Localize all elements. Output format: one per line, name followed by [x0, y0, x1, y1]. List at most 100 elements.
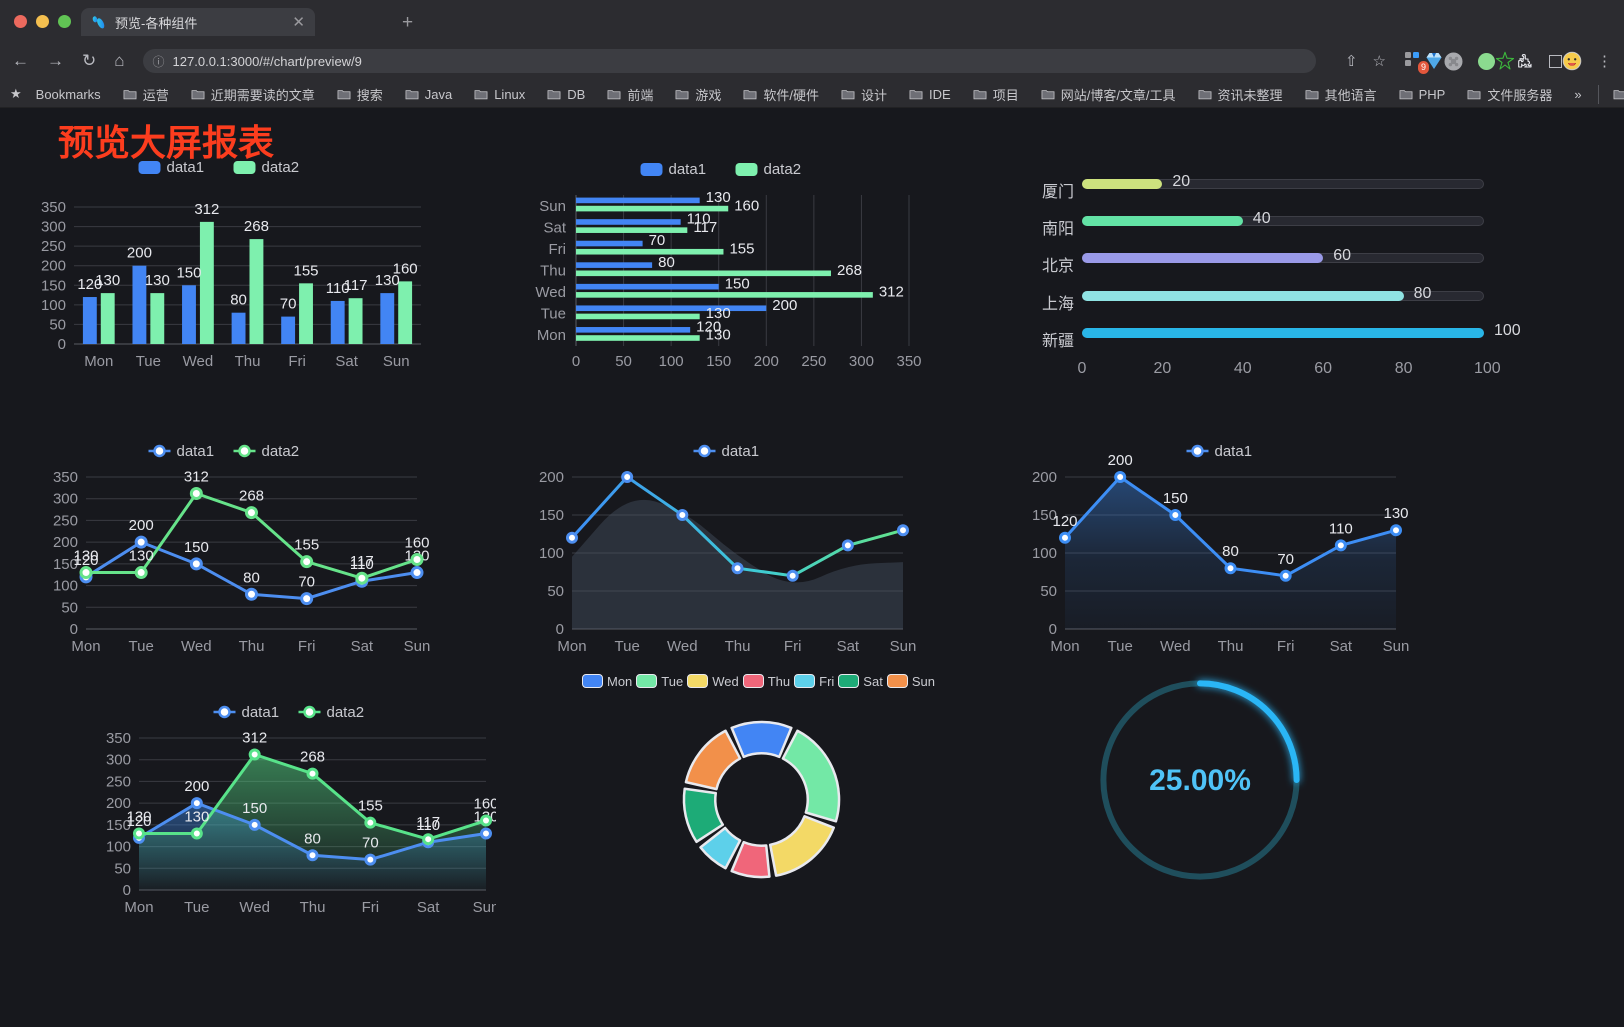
svg-text:Mon: Mon — [1050, 638, 1079, 655]
svg-text:Fri: Fri — [1277, 638, 1295, 655]
svg-text:155: 155 — [358, 798, 383, 815]
svg-text:160: 160 — [393, 260, 418, 277]
svg-text:Sat: Sat — [837, 638, 860, 655]
svg-text:Wed: Wed — [667, 638, 698, 655]
svg-text:Thu: Thu — [540, 263, 566, 280]
svg-text:250: 250 — [41, 238, 66, 255]
svg-text:160: 160 — [404, 535, 429, 552]
svg-text:Sun: Sun — [1383, 638, 1410, 655]
svg-text:Tue: Tue — [184, 899, 209, 916]
svg-text:50: 50 — [61, 599, 78, 616]
svg-text:200: 200 — [127, 245, 152, 262]
svg-text:Wed: Wed — [239, 899, 270, 916]
svg-text:100: 100 — [41, 297, 66, 314]
svg-text:117: 117 — [344, 277, 368, 294]
svg-text:25.00%: 25.00% — [1149, 764, 1251, 797]
svg-text:110: 110 — [1329, 520, 1353, 537]
svg-text:268: 268 — [300, 749, 325, 766]
svg-text:155: 155 — [294, 537, 319, 554]
svg-text:Fri: Fri — [784, 638, 802, 655]
svg-text:120: 120 — [1052, 513, 1077, 530]
svg-text:Mon: Mon — [84, 353, 113, 370]
svg-text:130: 130 — [129, 548, 154, 565]
svg-text:70: 70 — [1277, 551, 1294, 568]
svg-text:Thu: Thu — [300, 899, 326, 916]
svg-text:130: 130 — [145, 272, 170, 289]
svg-text:Sun: Sun — [539, 198, 566, 215]
svg-text:130: 130 — [706, 189, 731, 206]
svg-text:117: 117 — [416, 814, 440, 831]
svg-text:Sun: Sun — [383, 353, 410, 370]
svg-text:300: 300 — [849, 353, 874, 370]
svg-text:Mon: Mon — [537, 327, 566, 344]
svg-text:100: 100 — [659, 353, 684, 370]
svg-text:268: 268 — [837, 262, 862, 279]
svg-text:Fri: Fri — [362, 899, 380, 916]
svg-text:268: 268 — [239, 488, 264, 505]
svg-text:130: 130 — [95, 272, 120, 289]
svg-text:70: 70 — [280, 296, 297, 313]
svg-text:200: 200 — [1032, 469, 1057, 486]
svg-text:Sat: Sat — [335, 353, 358, 370]
svg-text:200: 200 — [1108, 452, 1133, 469]
svg-text:Thu: Thu — [235, 353, 261, 370]
svg-text:Sat: Sat — [417, 899, 440, 916]
svg-text:312: 312 — [194, 201, 219, 218]
svg-text:data1: data1 — [242, 704, 280, 721]
svg-text:data1: data1 — [1215, 443, 1253, 460]
svg-text:70: 70 — [649, 232, 666, 249]
svg-text:155: 155 — [293, 262, 318, 279]
svg-text:Mon: Mon — [557, 638, 586, 655]
svg-text:70: 70 — [362, 835, 379, 852]
svg-text:100: 100 — [106, 839, 131, 856]
svg-text:Mon: Mon — [124, 899, 153, 916]
svg-text:Tue: Tue — [615, 638, 640, 655]
svg-text:350: 350 — [53, 469, 78, 486]
svg-text:80: 80 — [658, 254, 675, 271]
svg-text:300: 300 — [53, 491, 78, 508]
svg-text:150: 150 — [1163, 490, 1188, 507]
svg-text:Wed: Wed — [183, 353, 214, 370]
svg-text:80: 80 — [243, 569, 260, 586]
svg-text:Tue: Tue — [541, 306, 566, 323]
svg-text:312: 312 — [242, 730, 267, 747]
svg-text:Tue: Tue — [1108, 638, 1133, 655]
svg-text:100: 100 — [1032, 545, 1057, 562]
svg-text:200: 200 — [41, 258, 66, 275]
svg-text:0: 0 — [58, 336, 66, 353]
svg-text:250: 250 — [106, 773, 131, 790]
svg-text:150: 150 — [539, 507, 564, 524]
svg-text:300: 300 — [41, 219, 66, 236]
svg-text:200: 200 — [539, 469, 564, 486]
svg-text:100: 100 — [539, 545, 564, 562]
svg-text:Tue: Tue — [136, 353, 161, 370]
svg-text:data2: data2 — [327, 704, 365, 721]
svg-text:Thu: Thu — [239, 638, 265, 655]
svg-text:Fri: Fri — [298, 638, 316, 655]
svg-text:Thu: Thu — [1218, 638, 1244, 655]
svg-text:0: 0 — [1049, 621, 1057, 638]
svg-text:0: 0 — [572, 353, 580, 370]
svg-text:160: 160 — [473, 796, 496, 813]
svg-text:300: 300 — [106, 752, 131, 769]
svg-text:50: 50 — [114, 860, 131, 877]
svg-text:Wed: Wed — [181, 638, 212, 655]
svg-text:0: 0 — [556, 621, 564, 638]
svg-text:100: 100 — [53, 578, 78, 595]
svg-text:150: 150 — [725, 275, 750, 292]
svg-text:Sat: Sat — [351, 638, 374, 655]
svg-text:155: 155 — [729, 240, 754, 257]
svg-text:Mon: Mon — [71, 638, 100, 655]
svg-text:data2: data2 — [764, 161, 802, 178]
svg-text:350: 350 — [106, 730, 131, 747]
svg-text:250: 250 — [801, 353, 826, 370]
svg-text:312: 312 — [879, 284, 904, 301]
svg-text:50: 50 — [1040, 583, 1057, 600]
svg-text:Tue: Tue — [129, 638, 154, 655]
svg-text:130: 130 — [126, 809, 151, 826]
svg-text:117: 117 — [693, 219, 717, 236]
svg-text:Sat: Sat — [543, 219, 566, 236]
svg-text:50: 50 — [547, 583, 564, 600]
svg-text:200: 200 — [772, 297, 797, 314]
svg-text:Wed: Wed — [1160, 638, 1191, 655]
